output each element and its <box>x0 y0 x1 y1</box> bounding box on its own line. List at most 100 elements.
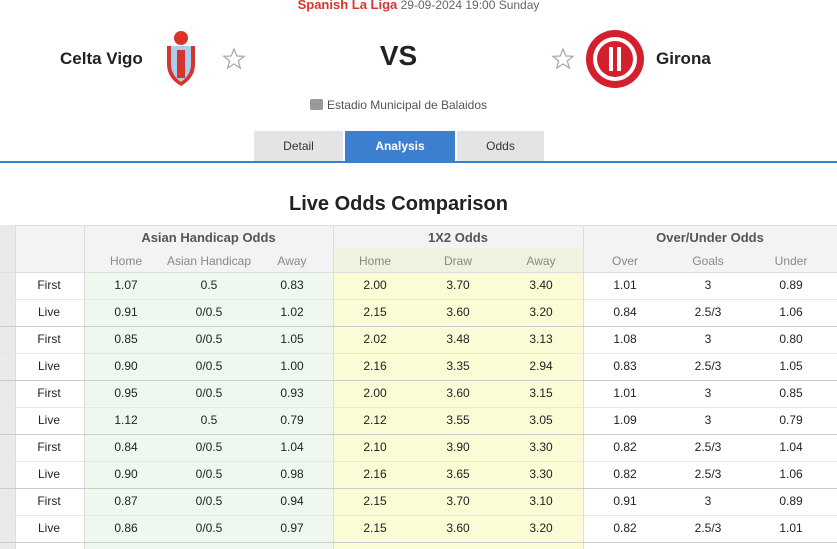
row-rule <box>0 461 837 462</box>
odds-cell: 2.00 <box>363 278 387 292</box>
group-band <box>583 248 837 272</box>
odds-cell: 0/0.5 <box>195 521 223 535</box>
group-body <box>333 272 583 549</box>
column-header: Over <box>611 254 638 268</box>
col-left <box>0 225 16 549</box>
odds-cell: 1.00 <box>280 359 304 373</box>
row-rule <box>0 326 837 327</box>
odds-cell: 1.01 <box>613 386 637 400</box>
odds-cell: 1.04 <box>779 440 803 454</box>
col-divider <box>333 225 334 549</box>
rule <box>0 272 837 273</box>
league[interactable]: Spanish La Liga <box>297 0 398 12</box>
odds-cell: 3.60 <box>446 305 470 319</box>
column-header: Home <box>109 254 142 268</box>
row-label: First <box>37 386 61 400</box>
odds-cell: 0.86 <box>114 521 138 535</box>
odds-cell: 0.5 <box>200 413 218 427</box>
odds-cell: 1.01 <box>779 521 803 535</box>
odds-cell: 3.60 <box>446 521 470 535</box>
tab[interactable]: Detail <box>254 131 343 161</box>
odds-cell: 2.15 <box>363 494 387 508</box>
odds-cell: 1.04 <box>280 440 304 454</box>
odds-cell: 0.98 <box>280 467 304 481</box>
odds-cell: 0.82 <box>613 440 637 454</box>
row-rule <box>0 488 837 489</box>
odds-cell: 0.85 <box>114 332 138 346</box>
odds-cell: 0.79 <box>280 413 304 427</box>
odds-cell: 2.5/3 <box>694 359 722 373</box>
odds-cell: 1.08 <box>613 332 637 346</box>
home-team[interactable]: Celta Vigo <box>60 49 143 68</box>
odds-cell: 1.05 <box>779 359 803 373</box>
odds-cell: 2.16 <box>363 467 387 481</box>
odds-cell: 3.70 <box>446 278 470 292</box>
tab-active[interactable]: Analysis <box>345 131 455 161</box>
group-header: Over/Under Odds <box>656 230 764 245</box>
odds-cell: 0.85 <box>779 386 803 400</box>
odds-cell: 2.5/3 <box>694 521 722 535</box>
odds-table: Asian Handicap Odds 1X2 Odds Over/Under Od… <box>0 225 837 549</box>
odds-cell: 3.10 <box>529 494 553 508</box>
odds-cell: 3.05 <box>529 413 553 427</box>
odds-cell: 3.40 <box>529 278 553 292</box>
odds-cell: 3 <box>704 332 712 346</box>
odds-cell: 0.95 <box>114 386 138 400</box>
odds-cell: 0/0.5 <box>195 332 223 346</box>
odds-cell: 0.89 <box>779 278 803 292</box>
group-header: Asian Handicap Odds <box>141 230 276 245</box>
odds-cell: 0.79 <box>779 413 803 427</box>
row-label: Live <box>37 467 60 481</box>
row-rule <box>0 434 837 435</box>
stadium: Estadio Municipal de Balaidos <box>0 98 797 112</box>
odds-cell: 0.93 <box>280 386 304 400</box>
odds-cell: 0/0.5 <box>195 359 223 373</box>
odds-cell: 0/0.5 <box>195 440 223 454</box>
favorite-star[interactable] <box>222 47 246 71</box>
section-title: Live Odds Comparison <box>289 193 508 215</box>
odds-cell: 0/0.5 <box>195 305 223 319</box>
tab[interactable]: Odds <box>457 131 544 161</box>
odds-cell: 2.15 <box>363 305 387 319</box>
favorite-star[interactable] <box>551 47 575 71</box>
away-team[interactable]: Girona <box>656 49 711 68</box>
group-header: 1X2 Odds <box>428 230 488 245</box>
odds-cell: 3.60 <box>446 386 470 400</box>
odds-cell: 0.5 <box>200 278 218 292</box>
odds-cell: 0/0.5 <box>195 467 223 481</box>
odds-cell: 1.12 <box>114 413 138 427</box>
odds-cell: 3.20 <box>529 521 553 535</box>
group-body <box>583 272 837 549</box>
column-header: Home <box>358 254 391 268</box>
odds-cell: 3.15 <box>529 386 553 400</box>
group-band <box>84 248 333 272</box>
match-info: Spanish La Liga 29-09-2024 19:00 Sunday <box>0 0 837 12</box>
column-header: Away <box>526 254 556 268</box>
row-label: Live <box>37 359 60 373</box>
row-label: First <box>37 440 61 454</box>
column-header: Away <box>277 254 307 268</box>
col-divider <box>84 225 85 549</box>
odds-cell: 1.07 <box>114 278 138 292</box>
odds-cell: 0.82 <box>613 467 637 481</box>
away-logo <box>586 30 644 88</box>
odds-cell: 0.94 <box>280 494 304 508</box>
odds-cell: 0.83 <box>280 278 304 292</box>
odds-cell: 3.90 <box>446 440 470 454</box>
row-rule <box>0 353 837 354</box>
odds-cell: 1.02 <box>280 305 304 319</box>
stadium-name: Estadio Municipal de Balaidos <box>326 98 488 112</box>
odds-cell: 3 <box>704 278 712 292</box>
column-header: Draw <box>443 254 472 268</box>
odds-cell: 0.83 <box>613 359 637 373</box>
odds-cell: 2.16 <box>363 359 387 373</box>
odds-cell: 0.82 <box>613 521 637 535</box>
odds-cell: 1.06 <box>779 305 803 319</box>
odds-cell: 2.94 <box>529 359 553 373</box>
odds-cell: 0.90 <box>114 359 138 373</box>
row-label: First <box>37 332 61 346</box>
row-label: Live <box>37 413 60 427</box>
odds-cell: 0.84 <box>114 440 138 454</box>
odds-cell: 3.13 <box>529 332 553 346</box>
